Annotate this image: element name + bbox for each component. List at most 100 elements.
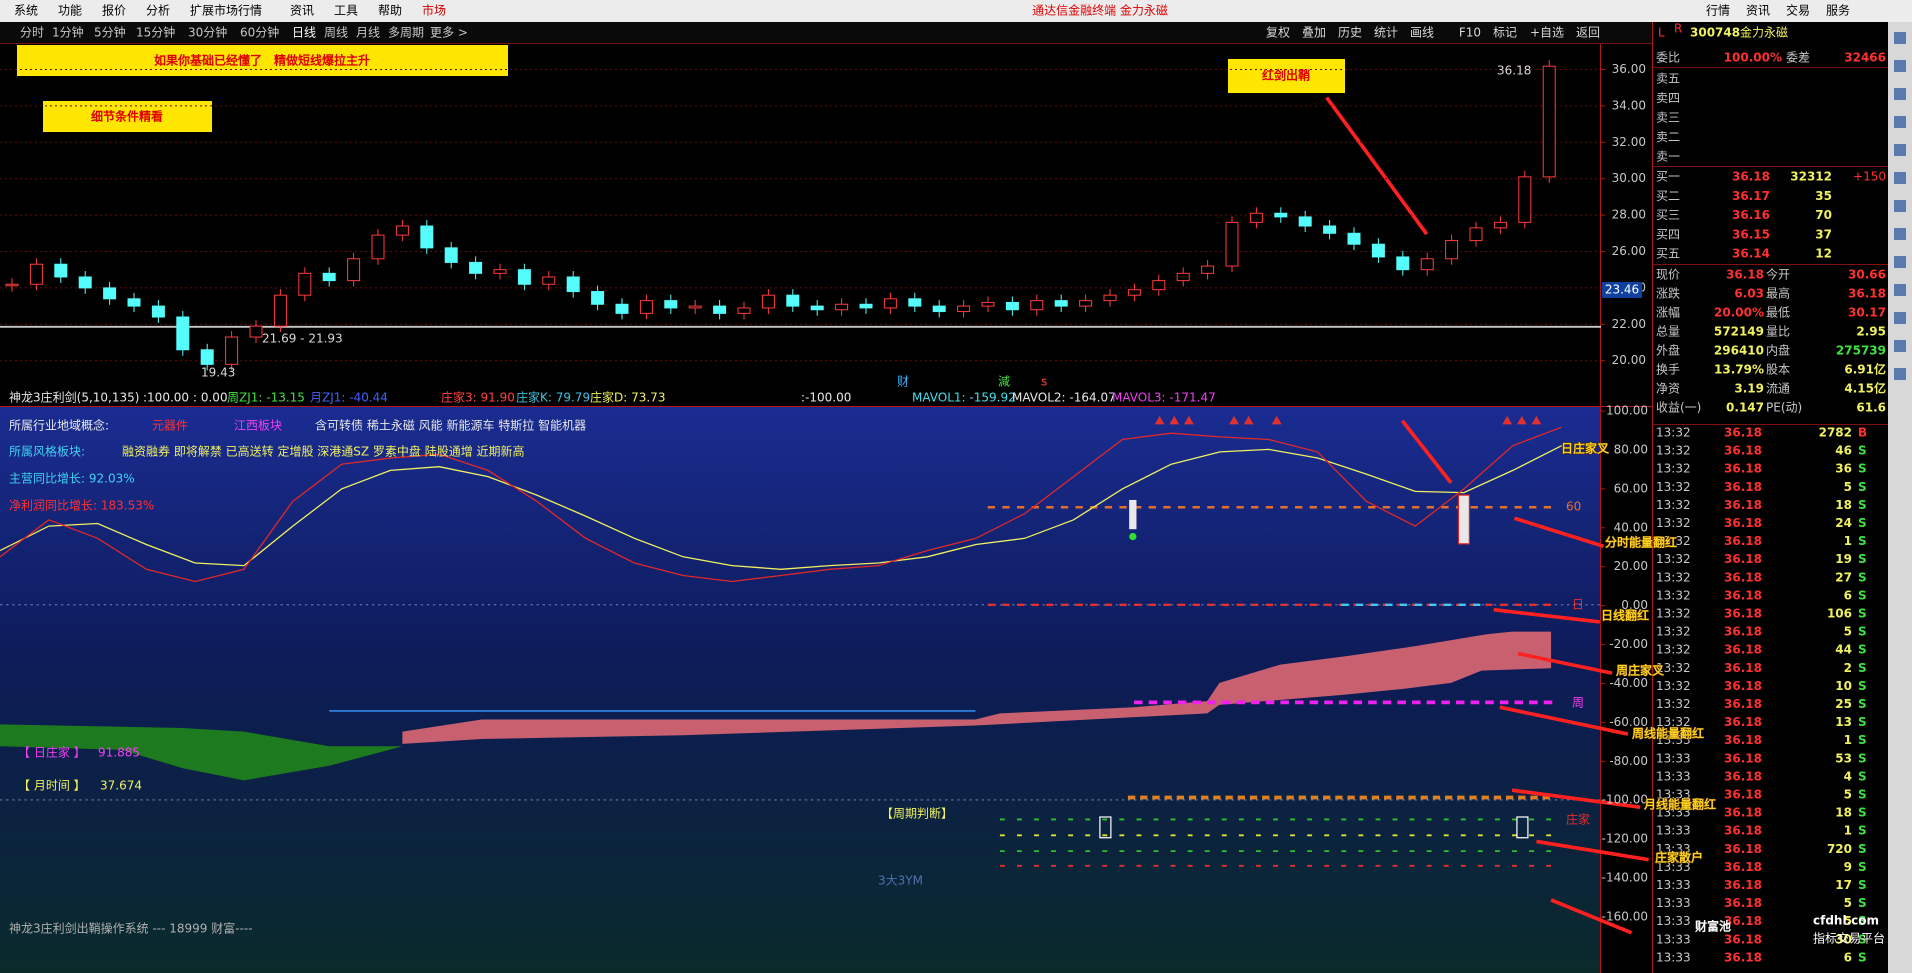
menu-item[interactable]: 工具 (334, 4, 358, 18)
stat-value: 296410 (1714, 344, 1764, 358)
candle-body (1030, 300, 1044, 311)
stat-label: 总量 (1656, 325, 1680, 339)
period-tab[interactable]: 5分钟 (94, 25, 126, 40)
candle-body (1298, 216, 1312, 227)
period-tab[interactable]: 30分钟 (188, 25, 227, 40)
candle-body (664, 300, 678, 309)
tool-button[interactable]: +自选 (1530, 26, 1564, 40)
tool-button[interactable]: F10 (1459, 26, 1481, 40)
stat-value: 4.15亿 (1844, 381, 1886, 396)
buy-price: 36.16 (1732, 208, 1770, 222)
tool-button[interactable]: 统计 (1374, 26, 1398, 40)
stat-label: 收益(一) (1656, 401, 1701, 415)
tick-volume: 4 (1844, 769, 1852, 783)
annotation: 细节条件精看 (91, 109, 163, 124)
quote-panel-bg (1652, 22, 1888, 973)
period-tab[interactable]: 周线 (324, 26, 348, 40)
menu-item[interactable]: 资讯 (290, 4, 314, 18)
menu-item[interactable]: 功能 (58, 4, 82, 18)
icon[interactable] (1894, 60, 1906, 72)
tick-side: S (1858, 661, 1867, 675)
tool-button[interactable]: 历史 (1338, 26, 1362, 40)
icon[interactable] (1894, 228, 1906, 240)
line-label: 60 (1566, 500, 1581, 514)
menu-item[interactable]: 系统 (14, 4, 38, 18)
icon[interactable] (1894, 116, 1906, 128)
candle-body (322, 272, 336, 282)
icon[interactable] (1894, 32, 1906, 44)
candle-body (542, 276, 556, 285)
stat-label: 外盘 (1656, 343, 1680, 358)
icon[interactable] (1894, 256, 1906, 268)
y-tick-label: 34.00 (1612, 98, 1646, 112)
right-menu-item[interactable]: 行情 (1706, 4, 1730, 18)
candle-body (981, 301, 995, 307)
candle-body (932, 305, 946, 313)
period-tab[interactable]: 多周期 (388, 26, 424, 40)
tool-button[interactable]: 返回 (1576, 26, 1600, 40)
menu-item[interactable]: 市场 (422, 3, 446, 18)
quote-value: 100.00% (1724, 51, 1782, 65)
up-arrow (1271, 415, 1282, 425)
y-tick-label: 80.00 (1614, 442, 1648, 456)
candle-body (1005, 301, 1019, 311)
icon[interactable] (1894, 172, 1906, 184)
candle-body (1103, 294, 1117, 302)
period-tab[interactable]: 分时 (20, 26, 44, 40)
period-tab[interactable]: 更多 > (430, 26, 468, 40)
right-menu-item[interactable]: 服务 (1826, 3, 1850, 18)
menu-item[interactable]: 帮助 (378, 4, 402, 18)
tick-side: S (1858, 534, 1867, 548)
icon[interactable] (1894, 368, 1906, 380)
indicator-value: : 0.00 (193, 391, 228, 405)
side-icons (1894, 32, 1906, 380)
candle-body (1420, 258, 1434, 271)
icon[interactable] (1894, 144, 1906, 156)
icon[interactable] (1894, 200, 1906, 212)
tick-time: 13:32 (1656, 570, 1691, 584)
icon[interactable] (1894, 284, 1906, 296)
annotation: 如果你基础已经懂了 精做短线爆拉主升 (154, 53, 370, 68)
stock-code: 300748 (1690, 26, 1740, 40)
tick-price: 36.18 (1724, 715, 1762, 729)
menu-item[interactable]: 报价 (102, 3, 126, 18)
period-tab[interactable]: 1分钟 (52, 25, 84, 40)
period-tab[interactable]: 月线 (356, 26, 380, 40)
tool-button[interactable]: 标记 (1493, 26, 1517, 40)
y-tick-label: 28.00 (1612, 208, 1646, 222)
period-tab[interactable]: 15分钟 (136, 25, 175, 40)
y-tick-label: 0.00 (1621, 598, 1648, 612)
tick-price: 36.18 (1724, 788, 1762, 802)
y-tick-label: -80.00 (1609, 754, 1648, 768)
tool-button[interactable]: 画线 (1410, 26, 1434, 40)
icon[interactable] (1894, 340, 1906, 352)
icon[interactable] (1894, 312, 1906, 324)
icon[interactable] (1894, 88, 1906, 100)
arrow (1550, 898, 1633, 935)
candle-body (786, 294, 800, 307)
info-value: 主营同比增长: 92.03% (9, 472, 135, 486)
candle-body (1201, 265, 1215, 274)
period-tab[interactable]: 日线 (292, 26, 316, 40)
tool-button[interactable]: 叠加 (1302, 26, 1326, 40)
tool-button[interactable]: 复权 (1266, 26, 1290, 40)
cycle-box (1099, 816, 1112, 839)
tick-price: 36.18 (1724, 914, 1762, 928)
y-tick-label: -140.00 (1602, 871, 1648, 885)
candle-body (1054, 300, 1068, 307)
right-menu-item[interactable]: 交易 (1786, 3, 1810, 18)
candle-body (103, 287, 117, 300)
menu-item[interactable]: 扩展市场行情 (190, 3, 262, 18)
tick-side: S (1858, 643, 1867, 657)
candle-body (761, 294, 775, 309)
info-value: 含可转债 稀土永磁 风能 新能源车 特斯拉 智能机器 (315, 418, 586, 433)
arrow (1400, 419, 1453, 485)
right-menu-item[interactable]: 资讯 (1746, 4, 1770, 18)
last-price-label: 23.46 (1605, 283, 1639, 297)
tick-volume: 6 (1844, 588, 1852, 602)
period-tab[interactable]: 60分钟 (240, 25, 279, 40)
line-label: 日 (1572, 598, 1584, 612)
stat-value: 36.18 (1726, 268, 1764, 282)
indicator-value: MAVOL1: -159.92 (912, 391, 1016, 405)
menu-item[interactable]: 分析 (146, 4, 170, 18)
